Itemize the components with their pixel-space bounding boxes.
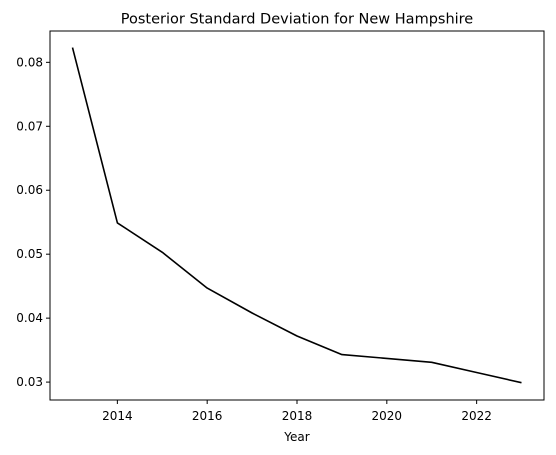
x-tick-label: 2014 [102,409,133,423]
x-tick-label: 2016 [192,409,223,423]
y-tick-label: 0.06 [16,183,43,197]
y-tick-label: 0.03 [16,375,43,389]
x-tick-label: 2022 [461,409,492,423]
y-tick-label: 0.05 [16,247,43,261]
plot-area [50,31,544,400]
x-tick-label: 2018 [282,409,313,423]
y-tick-label: 0.08 [16,55,43,69]
x-axis-label: Year [283,430,309,444]
x-axis-ticks: 2014 2016 2018 2020 2022 [102,400,492,423]
chart-title: Posterior Standard Deviation for New Ham… [121,12,474,28]
plot-frame [49,30,545,401]
series-line [71,47,522,384]
y-tick-label: 0.07 [16,119,43,133]
y-tick-label: 0.04 [16,311,43,325]
x-tick-label: 2020 [372,409,403,423]
y-axis-ticks: 0.03 0.04 0.05 0.06 0.07 0.08 [16,55,50,389]
